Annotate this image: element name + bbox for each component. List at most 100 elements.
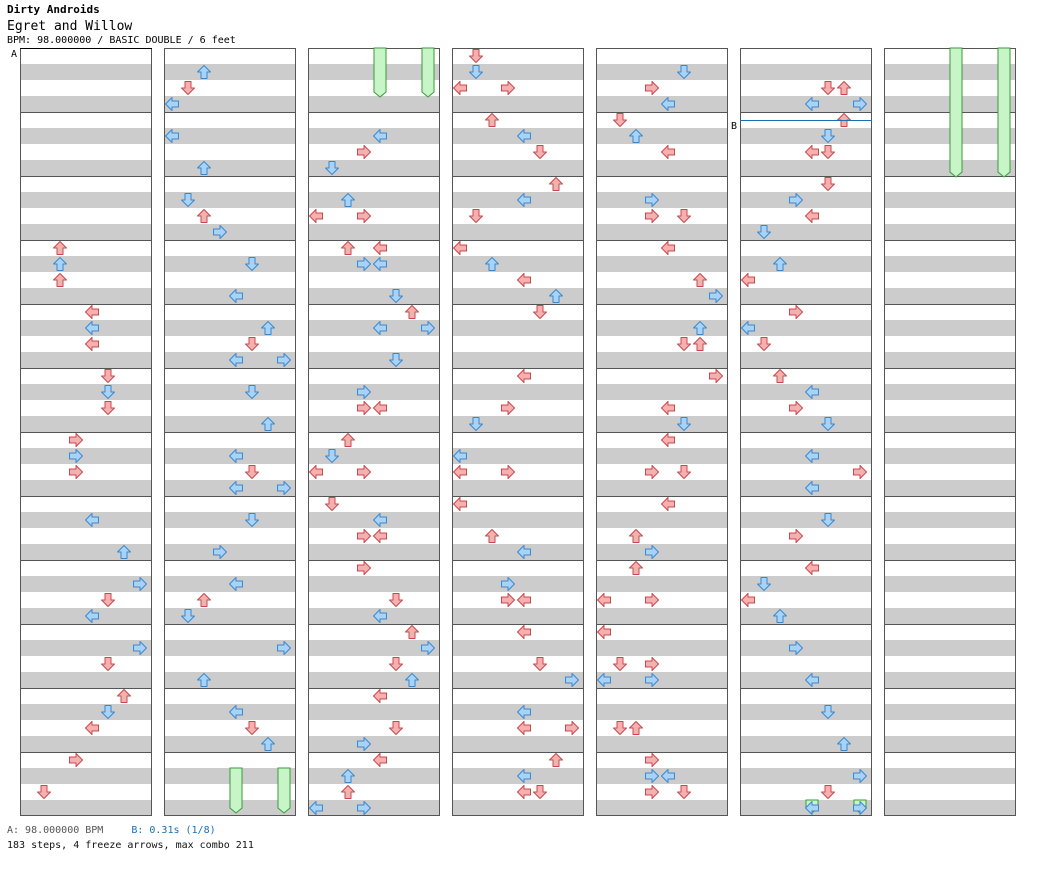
right-arrow-icon: [277, 641, 291, 655]
left-arrow-icon: [805, 449, 819, 463]
up-arrow-icon: [341, 193, 355, 207]
left-arrow-icon: [85, 337, 99, 351]
right-arrow-icon: [133, 641, 147, 655]
down-arrow-icon: [389, 593, 403, 607]
left-arrow-icon: [517, 625, 531, 639]
left-arrow-icon: [661, 97, 675, 111]
right-arrow-icon: [277, 481, 291, 495]
right-arrow-icon: [789, 401, 803, 415]
left-arrow-icon: [805, 801, 819, 815]
left-arrow-icon: [453, 497, 467, 511]
up-arrow-icon: [117, 545, 131, 559]
left-arrow-icon: [373, 129, 387, 143]
right-arrow-icon: [709, 369, 723, 383]
left-arrow-icon: [517, 721, 531, 735]
up-arrow-icon: [341, 241, 355, 255]
chart-column: [164, 48, 296, 816]
left-arrow-icon: [661, 769, 675, 783]
column-border: [452, 48, 584, 816]
artist-name: Dirty Androids: [7, 3, 100, 16]
up-arrow-icon: [549, 753, 563, 767]
down-arrow-icon: [821, 177, 835, 191]
right-arrow-icon: [213, 225, 227, 239]
down-arrow-icon: [533, 657, 547, 671]
down-arrow-icon: [245, 257, 259, 271]
down-arrow-icon: [101, 385, 115, 399]
right-arrow-icon: [645, 657, 659, 671]
right-arrow-icon: [357, 385, 371, 399]
up-arrow-icon: [261, 417, 275, 431]
down-arrow-icon: [677, 465, 691, 479]
up-arrow-icon: [773, 369, 787, 383]
down-arrow-icon: [821, 145, 835, 159]
right-arrow-icon: [853, 465, 867, 479]
down-arrow-icon: [469, 417, 483, 431]
column-border: [596, 48, 728, 816]
up-arrow-icon: [341, 785, 355, 799]
down-arrow-icon: [533, 305, 547, 319]
down-arrow-icon: [389, 657, 403, 671]
up-arrow-icon: [53, 257, 67, 271]
chart-column: [308, 48, 440, 816]
down-arrow-icon: [101, 369, 115, 383]
marker-label: B: [731, 121, 737, 132]
step-chart: AB: [11, 47, 1016, 816]
up-arrow-icon: [485, 113, 499, 127]
chart-column: [20, 48, 152, 816]
down-arrow-icon: [245, 385, 259, 399]
left-arrow-icon: [741, 321, 755, 335]
left-arrow-icon: [661, 433, 675, 447]
left-arrow-icon: [517, 769, 531, 783]
left-arrow-icon: [805, 97, 819, 111]
down-arrow-icon: [245, 513, 259, 527]
left-arrow-icon: [597, 593, 611, 607]
up-arrow-icon: [693, 337, 707, 351]
right-arrow-icon: [357, 529, 371, 543]
right-arrow-icon: [69, 433, 83, 447]
up-arrow-icon: [693, 273, 707, 287]
down-arrow-icon: [613, 113, 627, 127]
right-arrow-icon: [645, 769, 659, 783]
down-arrow-icon: [325, 161, 339, 175]
left-arrow-icon: [517, 705, 531, 719]
down-arrow-icon: [245, 337, 259, 351]
up-arrow-icon: [405, 305, 419, 319]
left-arrow-icon: [373, 513, 387, 527]
right-arrow-icon: [421, 641, 435, 655]
up-arrow-icon: [341, 769, 355, 783]
left-arrow-icon: [805, 561, 819, 575]
right-arrow-icon: [645, 81, 659, 95]
down-arrow-icon: [101, 401, 115, 415]
marker-label: A: [11, 49, 17, 60]
down-arrow-icon: [389, 721, 403, 735]
left-arrow-icon: [229, 449, 243, 463]
up-arrow-icon: [341, 433, 355, 447]
left-arrow-icon: [453, 241, 467, 255]
left-arrow-icon: [85, 321, 99, 335]
left-arrow-icon: [805, 145, 819, 159]
left-arrow-icon: [85, 513, 99, 527]
left-arrow-icon: [229, 289, 243, 303]
down-arrow-icon: [245, 465, 259, 479]
up-arrow-icon: [197, 209, 211, 223]
down-arrow-icon: [389, 289, 403, 303]
left-arrow-icon: [517, 273, 531, 287]
down-arrow-icon: [325, 449, 339, 463]
right-arrow-icon: [709, 289, 723, 303]
up-arrow-icon: [405, 673, 419, 687]
up-arrow-icon: [485, 529, 499, 543]
right-arrow-icon: [789, 305, 803, 319]
left-arrow-icon: [517, 369, 531, 383]
right-arrow-icon: [357, 145, 371, 159]
left-arrow-icon: [597, 673, 611, 687]
down-arrow-icon: [37, 785, 51, 799]
right-arrow-icon: [789, 193, 803, 207]
up-arrow-icon: [53, 273, 67, 287]
down-arrow-icon: [533, 785, 547, 799]
right-arrow-icon: [421, 321, 435, 335]
right-arrow-icon: [501, 593, 515, 607]
down-arrow-icon: [757, 577, 771, 591]
up-arrow-icon: [197, 593, 211, 607]
left-arrow-icon: [661, 497, 675, 511]
down-arrow-icon: [325, 497, 339, 511]
